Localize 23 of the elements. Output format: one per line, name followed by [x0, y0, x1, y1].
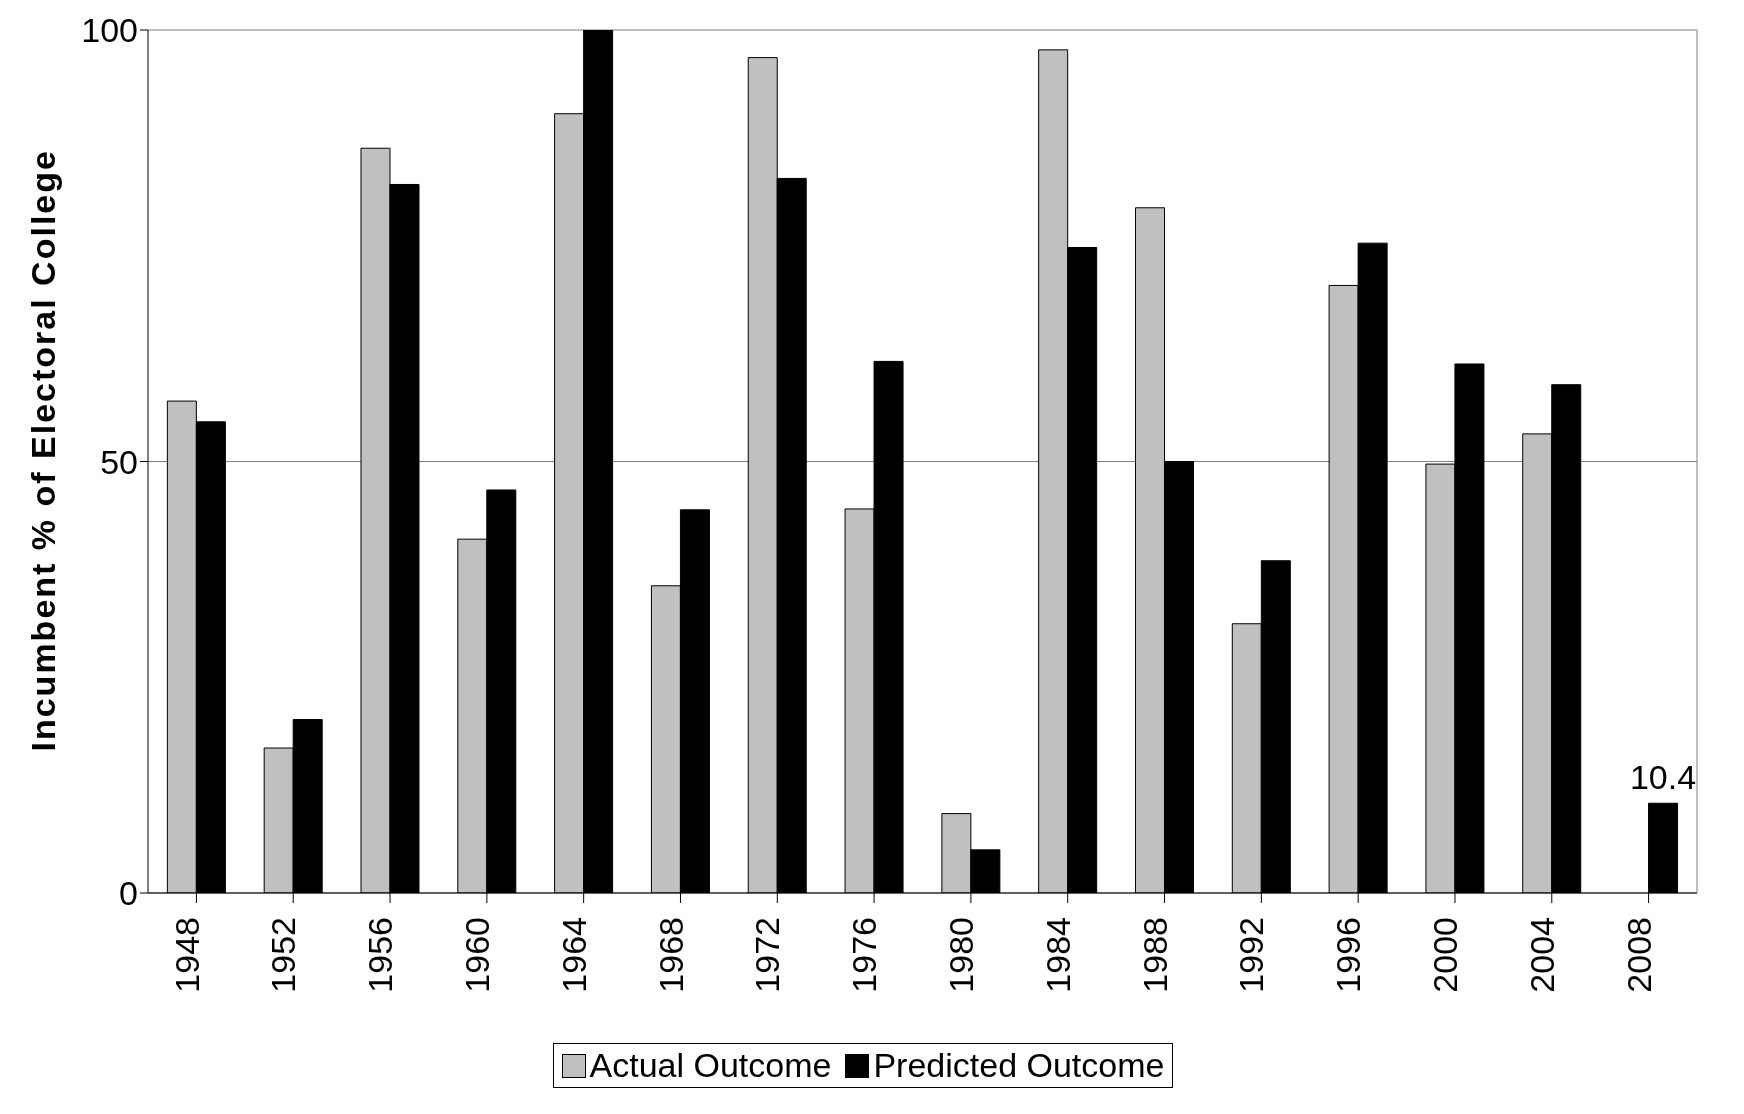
data-label: 10.4 — [1629, 758, 1697, 797]
x-tick-label: 2004 — [1522, 917, 1561, 993]
x-tick-label: 1972 — [748, 917, 787, 993]
x-tick-label: 1984 — [1038, 917, 1077, 993]
x-tick-label: 1988 — [1135, 917, 1174, 993]
x-tick-label: 1952 — [264, 917, 303, 993]
y-tick-label: 0 — [119, 874, 138, 913]
x-tick-label: 1976 — [845, 917, 884, 993]
y-tick-label: 100 — [81, 11, 138, 50]
x-tick-label: 1980 — [942, 917, 981, 993]
x-tick-label: 1964 — [554, 917, 593, 993]
x-tick-label: 1960 — [457, 917, 496, 993]
x-tick-label: 1968 — [651, 917, 690, 993]
legend-label: Predicted Outcome — [872, 1046, 1165, 1085]
x-tick-label: 1956 — [361, 917, 400, 993]
x-tick-label: 1996 — [1329, 917, 1368, 993]
x-tick-label: 2008 — [1619, 917, 1658, 993]
x-tick-label: 1948 — [167, 917, 206, 993]
x-tick-label: 1992 — [1232, 917, 1271, 993]
y-axis-title: Incumbent % of Electoral College — [24, 149, 63, 752]
y-tick-label: 50 — [100, 442, 138, 481]
legend-label: Actual Outcome — [588, 1046, 832, 1085]
x-tick-label: 2000 — [1426, 917, 1465, 993]
